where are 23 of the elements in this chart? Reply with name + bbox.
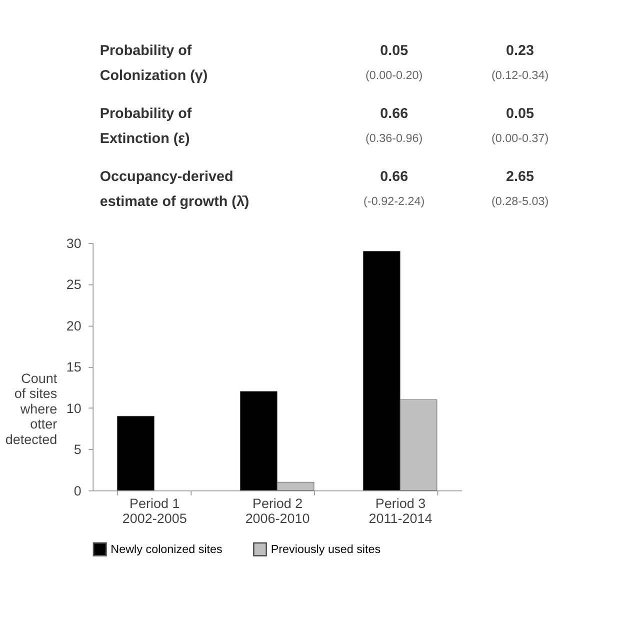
text: 0.05 (0.00-0.37) [491,106,549,146]
y-tick-label: 0 [74,483,82,498]
text: 0.66 (-0.92-2.24) [364,168,425,208]
y-tick-label: 15 [66,360,82,375]
bar [117,416,154,491]
y-axis-title: Count of sites where otter detected [5,370,58,448]
x-tick-label: Period 2 2006-2010 [245,496,310,526]
text: 0.05 (0.00-0.20) [365,42,423,82]
x-tick-label: Period 1 2002-2005 [122,496,187,526]
text: Probability of Colonization (γ) [100,42,208,84]
y-tick-label: 25 [66,277,82,292]
text: 0.23 (0.12-0.34) [491,42,549,82]
legend-label: Newly colonized sites [110,542,223,556]
y-tick-label: 10 [66,400,82,416]
x-tick-label: Period 3 2011-2014 [368,496,433,526]
y-tick-label: 30 [66,236,82,251]
y-tick-label: 5 [74,442,82,458]
text: 0.66 (0.36-0.96) [365,106,423,146]
y-tick-label: 20 [66,318,82,334]
text: Occupancy-derived estimate of growth (λ̄) [100,168,250,210]
text: 2.65 (0.28-5.03) [491,168,549,208]
legend-label: Previously used sites [270,542,381,556]
text: Probability of Extinction (ε) [100,106,192,148]
